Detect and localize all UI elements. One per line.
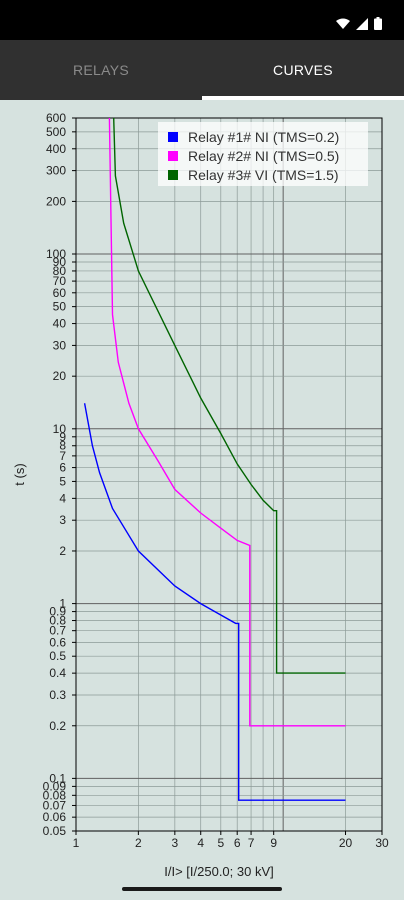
system-nav-bar: [0, 885, 404, 900]
y-tick-label: 8: [59, 439, 66, 453]
y-tick-label: 0.07: [43, 798, 67, 812]
y-tick-label: 0.08: [43, 788, 67, 802]
tab-bar: RELAYS CURVES: [0, 40, 404, 100]
y-tick-label: 7: [59, 449, 66, 463]
y-tick-label: 4: [59, 491, 66, 505]
y-tick-label: 0.1: [49, 771, 66, 785]
wifi-icon: [336, 18, 350, 29]
x-tick-label: 1: [73, 836, 80, 850]
chart-grid: [75, 117, 383, 832]
y-tick-label: 0.3: [49, 688, 66, 702]
curves-panel: 1 2 3 4 5 6 7 9 20 30 0.05 0.06 0.07 0.08 0.09 0.1 0.2 0…: [0, 100, 404, 885]
y-tick-label: 9: [59, 430, 66, 444]
y-tick-label: 0.9: [49, 605, 66, 619]
y-tick-label: 3: [59, 513, 66, 527]
x-tick-label: 4: [197, 836, 204, 850]
legend-swatch: [168, 151, 178, 161]
home-indicator[interactable]: [122, 887, 282, 891]
y-tick-label: 100: [46, 247, 66, 261]
tab-relays[interactable]: RELAYS: [72, 62, 129, 78]
relay-1-curve: [83, 403, 346, 801]
y-tick-label: 0.2: [49, 719, 66, 733]
y-tick-label: 300: [46, 164, 66, 178]
x-axis-label: I/I> [I/250.0; 30 kV]: [164, 864, 273, 879]
y-tick-label: 0.7: [49, 624, 66, 638]
relay-2-curve: [108, 118, 346, 727]
y-tick-label: 0.06: [43, 810, 67, 824]
x-tick-label: 20: [339, 836, 353, 850]
x-tick-label: 7: [248, 836, 255, 850]
y-tick-label: 20: [53, 369, 67, 383]
cell-signal-icon: [356, 17, 368, 30]
y-tick-label: 0.09: [43, 779, 67, 793]
y-tick-label: 1: [59, 597, 66, 611]
y-tick-label: 400: [46, 142, 66, 156]
y-tick-label: 0.6: [49, 635, 66, 649]
y-tick-label: 80: [53, 264, 67, 278]
y-tick-label: 40: [53, 317, 67, 331]
y-axis-ticks: 0.050.060.070.080.090.10.20.30.40.50.60.…: [43, 111, 76, 838]
y-tick-label: 2: [59, 544, 66, 558]
x-tick-label: 5: [217, 836, 224, 850]
y-axis-label: t (s): [12, 463, 27, 485]
y-tick-label: 30: [53, 338, 67, 352]
legend-swatch: [168, 170, 178, 180]
legend-swatch: [168, 132, 178, 142]
x-tick-label: 2: [135, 836, 142, 850]
x-tick-label: 6: [234, 836, 241, 850]
tab-curves[interactable]: CURVES: [273, 62, 333, 78]
status-bar: [0, 0, 404, 40]
y-tick-label: 600: [46, 111, 66, 125]
tab-selected-indicator: [202, 96, 404, 100]
x-tick-label: 3: [171, 836, 178, 850]
y-tick-label: 50: [53, 300, 67, 314]
plot-frame: [75, 117, 383, 832]
y-tick-label: 0.8: [49, 614, 66, 628]
legend-entry: Relay #1# NI (TMS=0.2): [188, 129, 339, 145]
y-tick-label: 200: [46, 194, 66, 208]
y-tick-label: 10: [53, 422, 67, 436]
x-tick-label: 30: [375, 836, 389, 850]
y-tick-label: 0.05: [43, 824, 67, 838]
y-tick-label: 70: [53, 274, 67, 288]
y-tick-label: 60: [53, 286, 67, 300]
legend-entry: Relay #3# VI (TMS=1.5): [188, 167, 339, 183]
battery-icon: [374, 17, 382, 30]
status-icons: [336, 17, 382, 30]
chart-legend: Relay #1# NI (TMS=0.2) Relay #2# NI (TMS=…: [158, 122, 368, 186]
y-tick-label: 6: [59, 461, 66, 475]
legend-entry: Relay #2# NI (TMS=0.5): [188, 148, 339, 164]
y-tick-label: 0.4: [49, 666, 66, 680]
y-tick-label: 5: [59, 474, 66, 488]
legend-box: [158, 122, 368, 186]
chart-curves: [83, 118, 346, 801]
y-tick-label: 90: [53, 255, 67, 269]
x-tick-label: 9: [270, 836, 277, 850]
x-axis-ticks: 1 2 3 4 5 6 7 9 20 30: [73, 831, 389, 850]
relay-3-curve: [113, 118, 346, 674]
y-tick-label: 0.5: [49, 649, 66, 663]
relay-curves-chart[interactable]: 1 2 3 4 5 6 7 9 20 30 0.050.060.070.080.090.10.20…: [0, 100, 404, 885]
y-tick-label: 500: [46, 125, 66, 139]
